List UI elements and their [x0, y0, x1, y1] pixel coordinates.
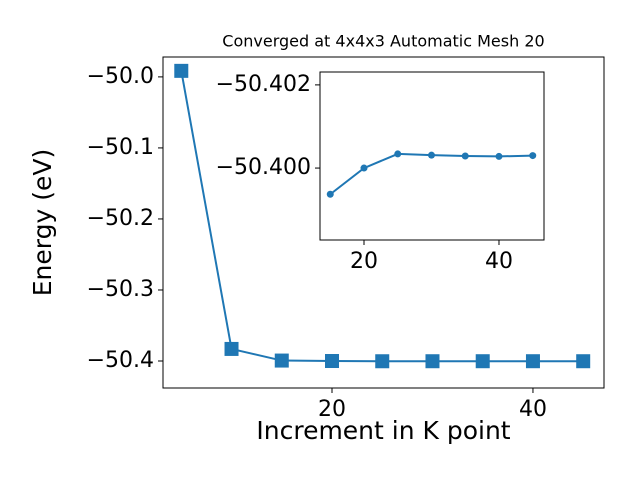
marker [360, 164, 368, 172]
marker [461, 152, 469, 160]
y-tick-label: −50.2 [87, 206, 154, 231]
x-tick-label: 40 [485, 249, 513, 274]
marker [325, 354, 340, 369]
y-tick-label: −50.3 [87, 277, 154, 302]
x-tick-label: 20 [318, 397, 346, 422]
marker [174, 63, 189, 78]
y-tick-label: −50.402 [216, 72, 311, 97]
marker [425, 354, 440, 369]
y-tick-label: −50.4 [87, 348, 154, 373]
marker [529, 152, 537, 160]
x-tick-label: 20 [350, 249, 378, 274]
marker [394, 150, 402, 158]
x-tick-label: 40 [519, 397, 547, 422]
marker [495, 152, 503, 160]
marker [525, 354, 540, 369]
marker [274, 353, 289, 368]
marker [326, 190, 334, 198]
marker [475, 354, 490, 369]
y-axis-label: Energy (eV) [28, 149, 57, 296]
y-tick-label: −50.1 [87, 135, 154, 160]
marker [375, 354, 390, 369]
marker [224, 341, 239, 356]
y-tick-label: −50.400 [216, 155, 311, 180]
y-tick-label: −50.0 [87, 64, 154, 89]
x-axis-label: Increment in K point [256, 416, 510, 445]
marker [576, 354, 591, 369]
chart-title: Converged at 4x4x3 Automatic Mesh 20 [222, 32, 544, 51]
marker [427, 151, 435, 159]
